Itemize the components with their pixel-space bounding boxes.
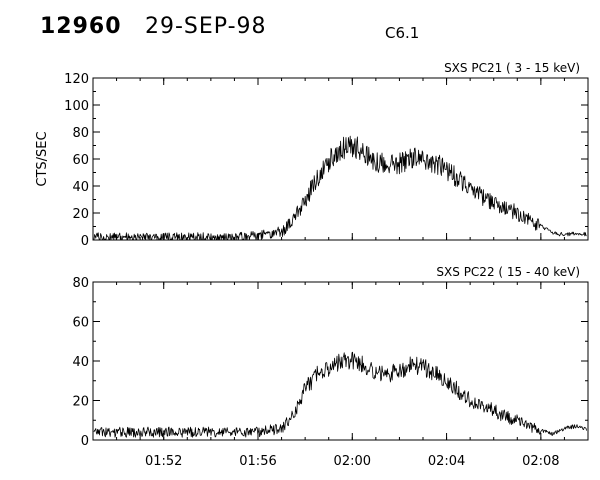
panel-title-1: SXS PC21 ( 3 - 15 keV) (444, 61, 580, 75)
event-number: 12960 (40, 14, 122, 39)
y-tick-label-2: 0 (81, 434, 89, 449)
x-tick-label: 02:08 (522, 454, 559, 469)
y-tick-label-2: 20 (72, 395, 89, 410)
y-tick-label-1: 20 (72, 207, 89, 222)
y-tick-label-2: 80 (72, 276, 89, 291)
y-tick-label-2: 60 (72, 316, 89, 331)
x-tick-label: 01:52 (145, 454, 182, 469)
y-tick-label-1: 120 (64, 72, 89, 87)
y-tick-label-1: 0 (81, 234, 89, 249)
y-tick-label-1: 40 (72, 180, 89, 195)
y-axis-label: CTS/SEC (35, 131, 50, 186)
series-line-2-1 (93, 351, 587, 438)
panel-title-2: SXS PC22 ( 15 - 40 keV) (436, 265, 580, 279)
series-line-1-1 (93, 135, 587, 241)
x-tick-label: 02:04 (428, 454, 465, 469)
plot-frame-2 (92, 281, 589, 441)
y-tick-label-1: 80 (72, 126, 89, 141)
x-tick-label: 01:56 (239, 454, 276, 469)
event-date: 29-SEP-98 (145, 14, 267, 39)
y-tick-label-2: 40 (72, 355, 89, 370)
flare-class: C6.1 (385, 24, 420, 42)
y-tick-label-1: 60 (72, 153, 89, 168)
x-tick-label: 02:00 (334, 454, 371, 469)
y-tick-label-1: 100 (64, 99, 89, 114)
plot-frame-1 (92, 77, 589, 241)
